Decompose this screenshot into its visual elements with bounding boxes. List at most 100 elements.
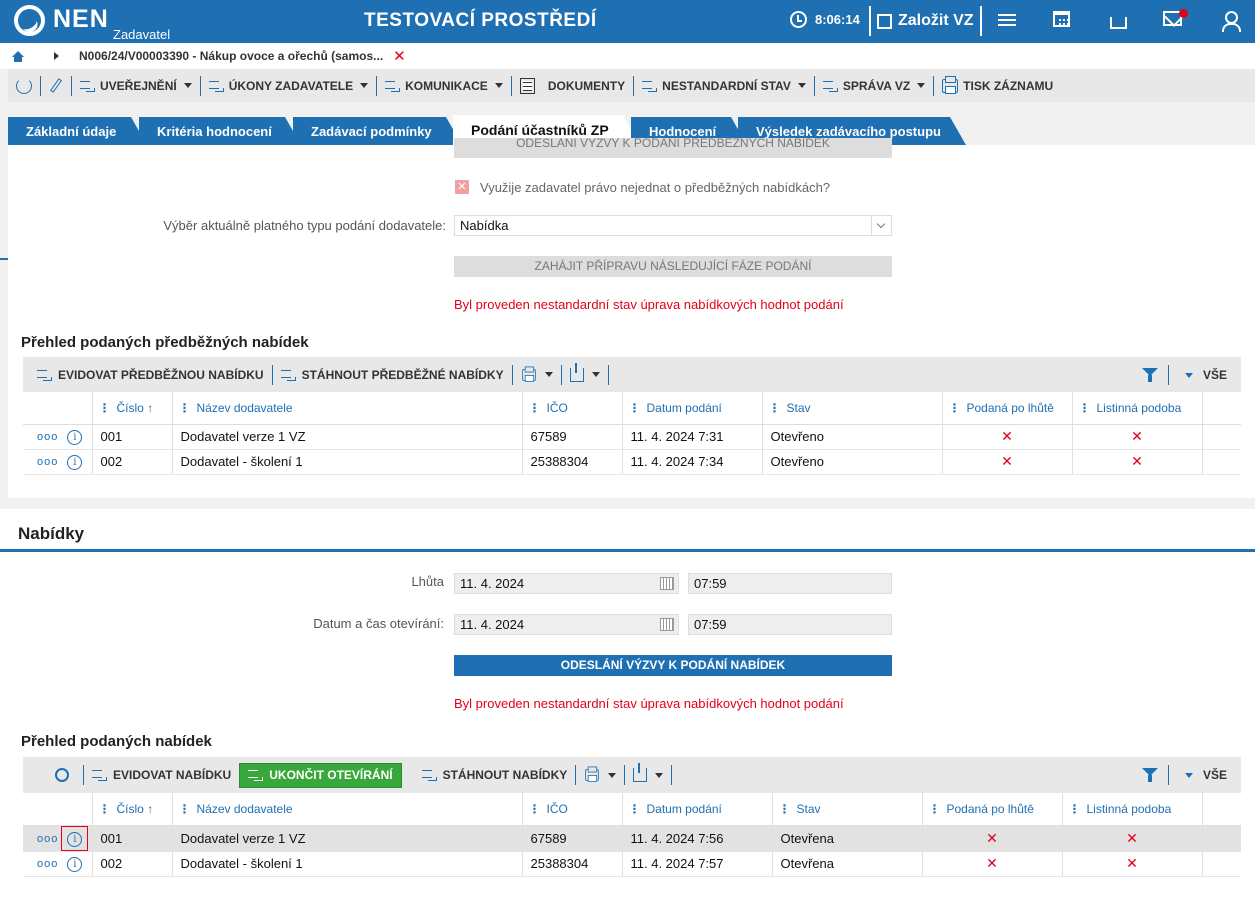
caret-down-icon[interactable] [1184,772,1193,778]
more-actions-icon[interactable]: ooo [37,832,59,845]
column-header[interactable]: ⋮ Listinná podoba [1061,793,1202,826]
column-header[interactable]: ⋮ Stav [771,793,922,826]
tab-kriteria-hodnoceni[interactable]: Kritéria hodnocení [139,117,301,145]
actions-icon [92,769,107,781]
cell-datum: 11. 4. 2024 7:31 [621,424,762,450]
lhuta-time-input[interactable]: 07:59 [688,573,892,594]
column-header[interactable]: ⋮ Stav [761,392,942,425]
actions-icon [642,80,658,92]
column-header[interactable]: ⋮ IČO [521,793,622,826]
info-icon[interactable]: i [67,857,83,872]
offers-table: ⋮ Číslo ↑ ⋮ Název dodavatele ⋮ IČO ⋮ Datum p… [23,793,1241,877]
actions-icon [80,80,95,92]
session-clock: 8:06:14 [790,11,860,28]
cell-ico: 25388304 [521,449,622,475]
menu-sprava-vz[interactable]: SPRÁVA VZ [815,75,935,96]
export-menu-button[interactable] [562,362,609,385]
submission-type-label: Výběr aktuálně platného typu podání doda… [163,218,446,233]
menu-uverejneni[interactable]: UVEŘEJNĚNÍ [72,75,201,96]
submission-type-select[interactable]: Nabídka [454,215,892,236]
evidovat-prelim-button[interactable]: EVIDOVAT PŘEDBĚŽNOU NABÍDKU [23,364,273,385]
table-row[interactable]: ooo i 001 Dodavatel verze 1 VZ 67589 11. … [23,424,1241,450]
otevirani-time-input[interactable]: 07:59 [688,614,892,635]
print-menu-button[interactable] [513,364,562,385]
actions-icon [421,769,437,781]
export-menu-button[interactable] [625,763,673,785]
column-header[interactable]: ⋮ Listinná podoba [1071,392,1202,425]
no-negotiation-checkbox[interactable]: ✕ [455,180,469,194]
column-header[interactable]: ⋮ Číslo ↑ [91,793,172,826]
nen-logo[interactable]: NEN [14,5,109,36]
column-header[interactable]: ⋮ Název dodavatele [171,793,522,826]
info-highlight: i [61,825,89,851]
cell-stav: Otevřeno [761,424,942,450]
calendar-icon[interactable] [660,618,674,631]
close-icon[interactable]: ✕ [393,48,406,65]
column-header[interactable]: ⋮ Podaná po lhůtě [941,392,1072,425]
menu-ukony-zadavatele[interactable]: ÚKONY ZADAVATELE [201,75,378,96]
actions-icon [208,80,224,92]
more-actions-icon[interactable]: ooo [37,456,59,468]
column-header[interactable]: ⋮ Datum podání [621,793,772,826]
create-vz-button[interactable]: Založit VZ [869,6,982,36]
menu-label: ÚKONY ZADAVATELE [228,78,354,93]
award-button[interactable] [23,765,84,785]
download-button[interactable]: STÁHNOUT NABÍDKY [414,765,577,785]
button-label: EVIDOVAT NABÍDKU [113,768,232,782]
edit-button[interactable] [41,75,72,96]
table-row[interactable]: ooo i 002 Dodavatel - školení 1 25388304 … [23,449,1241,475]
button-label: STÁHNOUT NABÍDKY [442,768,568,782]
more-actions-icon[interactable]: ooo [37,431,59,443]
tab-zadavaci-podminky[interactable]: Zadávací podmínky [293,117,462,145]
info-icon[interactable]: i [67,455,83,470]
user-icon[interactable] [1220,11,1241,32]
inbox-icon[interactable] [1110,17,1127,29]
section-title: Přehled podaných předběžných nabídek [21,334,309,351]
column-header[interactable]: ⋮ Číslo ↑ [91,392,172,425]
menu-nestandardni-stav[interactable]: NESTANDARDNÍ STAV [634,75,815,96]
tab-zakladni-udaje[interactable]: Základní údaje [8,117,147,145]
cell-datum: 11. 4. 2024 7:56 [621,825,772,852]
info-icon[interactable]: i [67,430,83,445]
table-row[interactable]: ooo i 002 Dodavatel - školení 1 25388304 … [23,851,1241,877]
nen-logo-icon [14,5,45,36]
cell-cislo: 002 [91,851,172,877]
filter-icon[interactable] [1141,367,1158,383]
home-icon[interactable] [12,50,24,62]
ukoncit-otevirani-button[interactable]: UKONČIT OTEVÍRÁNÍ [239,762,402,788]
menu-icon[interactable] [996,11,1018,31]
send-invite-button[interactable]: ODESLÁNÍ VÝZVY K PODÁNÍ NABÍDEK [454,655,892,676]
column-header[interactable]: ⋮ Datum podání [621,392,762,425]
menu-tisk-zaznamu[interactable]: TISK ZÁZNAMU [934,75,1061,96]
cell-listinna: ✕ [1061,851,1202,877]
send-prelim-invite-button[interactable]: ODESLÁNÍ VÝZVY K PODÁNÍ PŘEDBĚŽNÝCH NABÍ… [454,138,892,158]
calendar-icon[interactable] [1053,11,1070,27]
column-header[interactable]: ⋮ Název dodavatele [171,392,522,425]
breadcrumb-item[interactable]: N006/24/V00003390 - Nákup ovoce a ořechů… [79,49,384,63]
mail-icon[interactable] [1163,11,1182,26]
menu-dokumenty[interactable]: DOKUMENTY [512,75,635,96]
refresh-button[interactable] [8,75,41,96]
show-all-button[interactable]: VŠE [1202,368,1227,382]
evidovat-button[interactable]: EVIDOVAT NABÍDKU [84,765,239,785]
table-row[interactable]: ooo i 001 Dodavatel verze 1 VZ 67589 11. … [23,825,1241,852]
actions-icon [280,369,296,381]
notification-dot [1179,9,1188,18]
menu-komunikace[interactable]: KOMUNIKACE [377,75,512,96]
caret-down-icon[interactable] [1184,372,1193,378]
column-header[interactable]: ⋮ Podaná po lhůtě [921,793,1062,826]
more-actions-icon[interactable]: ooo [37,858,59,870]
cell-listinna: ✕ [1061,825,1202,852]
lhuta-date-input[interactable]: 11. 4. 2024 [454,573,679,594]
info-icon[interactable]: i [67,831,83,847]
cell-stav: Otevřeno [761,449,942,475]
calendar-icon[interactable] [660,577,674,590]
filter-icon[interactable] [1141,767,1158,783]
menu-label: TISK ZÁZNAMU [963,78,1054,93]
otevirani-date-input[interactable]: 11. 4. 2024 [454,614,679,635]
download-prelim-button[interactable]: STÁHNOUT PŘEDBĚŽNÉ NABÍDKY [273,364,513,385]
print-menu-button[interactable] [576,765,626,785]
show-all-button[interactable]: VŠE [1202,768,1227,782]
column-header[interactable]: ⋮ IČO [521,392,622,425]
next-phase-button[interactable]: ZAHÁJIT PŘÍPRAVU NÁSLEDUJÍCÍ FÁZE PODÁNÍ [454,256,892,277]
